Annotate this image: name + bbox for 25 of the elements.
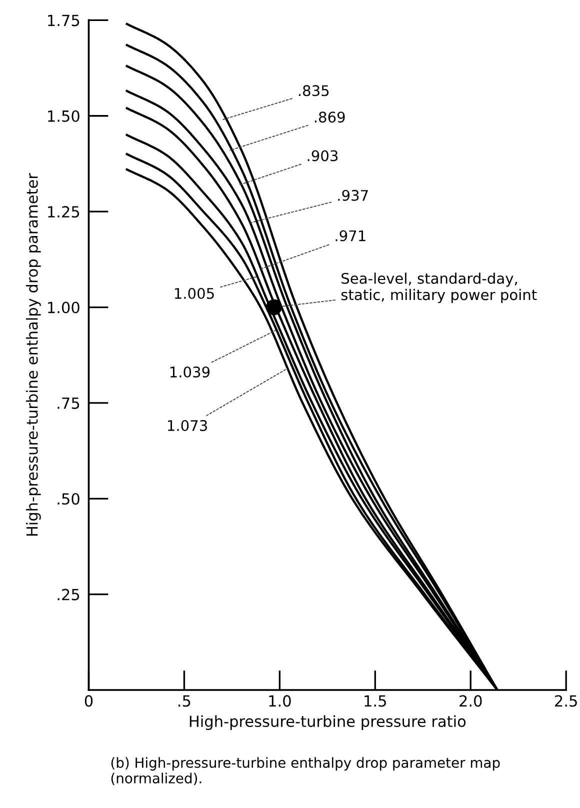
x-tick-label: 1.5	[364, 695, 386, 707]
annotation: 1.039	[170, 366, 210, 378]
y-tick-label: 1.75	[48, 14, 80, 26]
x-tick-label: 2.5	[555, 695, 577, 707]
annotation: Sea-level, standard-day, static, military power point	[341, 272, 537, 304]
annotation: 1.073	[168, 420, 207, 432]
annotation: 1.005	[174, 288, 214, 299]
x-tick-label: 0	[84, 695, 93, 707]
annotation: .869	[314, 112, 345, 123]
y-tick-label: 1.25	[48, 206, 80, 218]
x-tick-label: .5	[178, 695, 190, 707]
x-tick-label: 1.0	[269, 695, 291, 707]
y-tick-label: .75	[58, 398, 80, 409]
x-axis-title: High-pressure-turbine pressure ratio	[190, 715, 466, 730]
y-tick-label: .50	[58, 493, 80, 505]
annotation: .903	[308, 150, 338, 162]
y-axis-title: High-pressure-turbine enthalpy drop parameter	[26, 173, 41, 536]
y-tick-label: .25	[58, 588, 80, 600]
text: (b) High-pressure-turbine enthalpy drop parameter map (normalized).	[111, 757, 500, 786]
annotation: .835	[298, 85, 329, 96]
annotation: .971	[336, 230, 366, 242]
annotation: .937	[338, 190, 368, 201]
x-tick-label: 2.0	[460, 695, 482, 707]
y-tick-label: 1.50	[48, 110, 80, 122]
y-tick-label: 1.00	[48, 302, 80, 314]
